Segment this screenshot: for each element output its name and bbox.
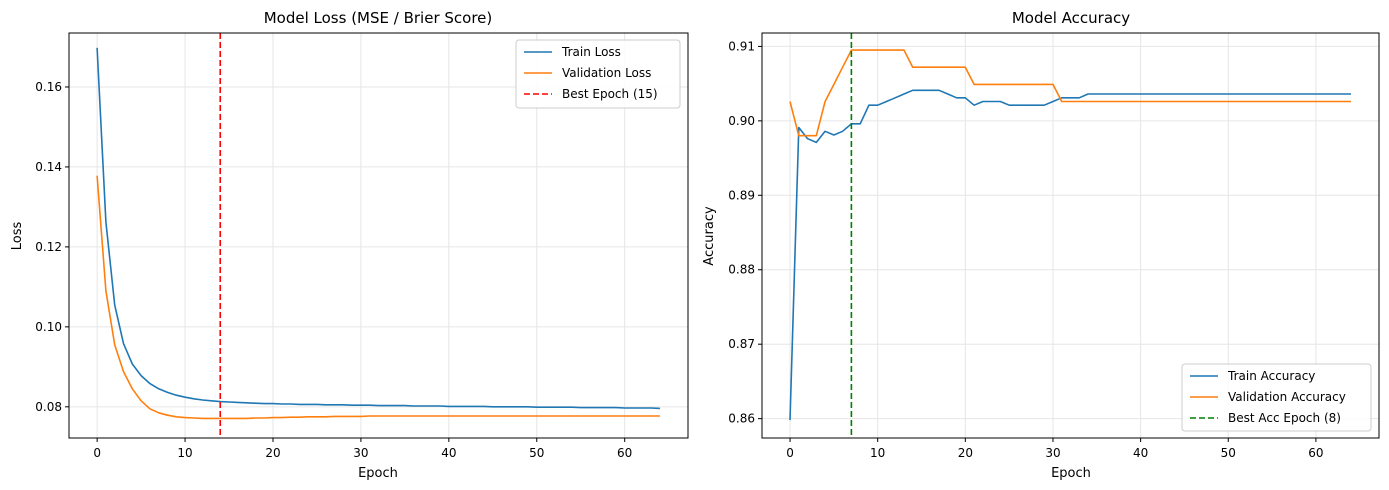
x-tick-label: 50	[1221, 446, 1236, 460]
accuracy-chart: Model Accuracy 0 10 20 30 40 50 60 0.860.870.8…	[702, 9, 1380, 481]
x-tick-label: 10	[870, 446, 885, 460]
x-tick-label: 60	[1308, 446, 1323, 460]
x-tick-label: 60	[617, 446, 632, 460]
plot-frame	[68, 32, 689, 439]
y-tick-label: 0.12	[35, 240, 62, 254]
x-tick-label: 0	[93, 446, 101, 460]
loss-chart: Model Loss (MSE / Brier Score) 0 10 20 30 40…	[10, 9, 689, 481]
y-tick-label: 0.16	[35, 80, 62, 94]
x-tick-label: 20	[265, 446, 280, 460]
legend-label: Validation Loss	[562, 66, 651, 80]
y-ticks: 0.86 0.87 0.88 0.89 0.90 0.91	[728, 39, 762, 426]
series-line-0	[96, 47, 660, 410]
x-tick-label: 0	[786, 446, 794, 460]
x-tick-label: 30	[1045, 446, 1060, 460]
legend-box	[515, 39, 681, 109]
x-ticks: 0 10 20 30 40 50 60	[786, 438, 1324, 460]
chart-title: Model Accuracy	[1012, 9, 1130, 27]
y-tick-label: 0.86	[728, 412, 755, 426]
series-layer	[789, 49, 1351, 421]
y-tick-label: 0.10	[35, 320, 62, 334]
chart-title: Model Loss (MSE / Brier Score)	[264, 9, 493, 27]
series-line-0	[789, 89, 1351, 421]
x-tick-label: 10	[177, 446, 192, 460]
y-axis-label: Accuracy	[702, 206, 717, 266]
y-tick-label: 0.14	[35, 160, 62, 174]
legend-label: Best Epoch (15)	[562, 87, 658, 101]
y-tick-label: 0.90	[728, 114, 755, 128]
y-tick-label: 0.89	[728, 188, 755, 202]
legend-label: Train Loss	[561, 45, 621, 59]
series-layer	[96, 47, 660, 420]
x-tick-label: 40	[1133, 446, 1148, 460]
y-tick-label: 0.87	[728, 337, 755, 351]
y-tick-label: 0.88	[728, 263, 755, 277]
series-line-1	[789, 49, 1351, 137]
y-tick-label: 0.91	[728, 39, 755, 53]
x-tick-label: 40	[441, 446, 456, 460]
grid	[762, 33, 1379, 438]
y-ticks: 0.08 0.10 0.12 0.14 0.16	[35, 80, 69, 414]
legend: Train Accuracy Validation Accuracy Best Ac…	[1181, 363, 1372, 432]
y-tick-label: 0.08	[35, 400, 62, 414]
x-tick-label: 30	[353, 446, 368, 460]
legend-label: Best Acc Epoch (8)	[1228, 411, 1341, 425]
x-tick-label: 20	[958, 446, 973, 460]
x-tick-label: 50	[529, 446, 544, 460]
x-ticks: 0 10 20 30 40 50 60	[93, 438, 632, 460]
x-axis-label: Epoch	[358, 466, 398, 481]
legend-label: Validation Accuracy	[1228, 390, 1346, 404]
legend-box	[1181, 363, 1372, 432]
x-axis-label: Epoch	[1051, 466, 1091, 481]
series-line-1	[96, 175, 660, 420]
y-axis-label: Loss	[10, 222, 25, 251]
legend: Train Loss Validation Loss Best Epoch (15)	[515, 39, 681, 109]
legend-label: Train Accuracy	[1227, 369, 1315, 383]
plot-frame	[761, 32, 1380, 439]
